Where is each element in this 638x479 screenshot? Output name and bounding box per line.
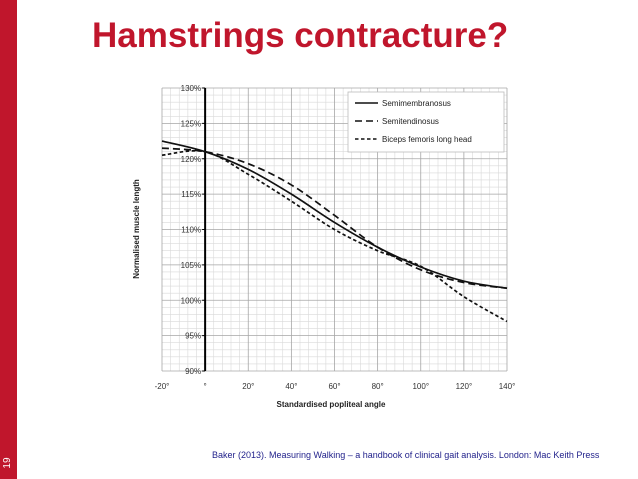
legend: Semimembranosus Semitendinosus Biceps femo…: [347, 91, 505, 153]
series-line-semitendinosus: [161, 147, 508, 290]
citation: Baker (2013). Measuring Walking – a hand…: [212, 450, 600, 460]
series-lines: [161, 140, 508, 323]
x-tick-label: 120°: [456, 382, 473, 391]
y-tick-label: 115%: [181, 190, 201, 199]
y-tick-label: 125%: [181, 119, 201, 128]
series-line-biceps-femoris-long-head: [161, 149, 508, 323]
legend-label: Biceps femoris long head: [382, 135, 472, 144]
y-tick-label: 105%: [181, 261, 201, 270]
side-accent-bar: 19: [0, 0, 17, 479]
x-tick-label: -20°: [155, 382, 170, 391]
x-tick-label: 60°: [328, 382, 340, 391]
y-tick-label: 130%: [181, 84, 201, 93]
x-axis-title: Standardised popliteal angle: [277, 400, 386, 409]
x-tick-label: 80°: [372, 382, 384, 391]
y-tick-label: 100%: [181, 296, 201, 305]
y-axis-ticks: 90% 95% 100% 105% 110% 115% 120% 125% 130%: [181, 84, 206, 376]
y-tick-label: 95%: [185, 332, 201, 341]
legend-label: Semitendinosus: [382, 117, 439, 126]
x-tick-label: 140°: [499, 382, 516, 391]
legend-box: [347, 91, 505, 153]
legend-label: Semimembranosus: [382, 99, 451, 108]
x-tick-label: 20°: [242, 382, 254, 391]
x-tick-label: °: [204, 382, 207, 391]
y-tick-label: 110%: [181, 226, 201, 235]
y-axis-title: Normalised muscle length: [132, 179, 141, 279]
x-axis-ticks: -20° ° 20° 40° 60° 80° 100° 120° 140°: [155, 382, 516, 391]
y-tick-label: 120%: [181, 155, 201, 164]
x-tick-label: 40°: [285, 382, 297, 391]
x-tick-label: 100°: [412, 382, 429, 391]
y-tick-label: 90%: [185, 367, 201, 376]
slide-title: Hamstrings contracture?: [92, 16, 509, 55]
